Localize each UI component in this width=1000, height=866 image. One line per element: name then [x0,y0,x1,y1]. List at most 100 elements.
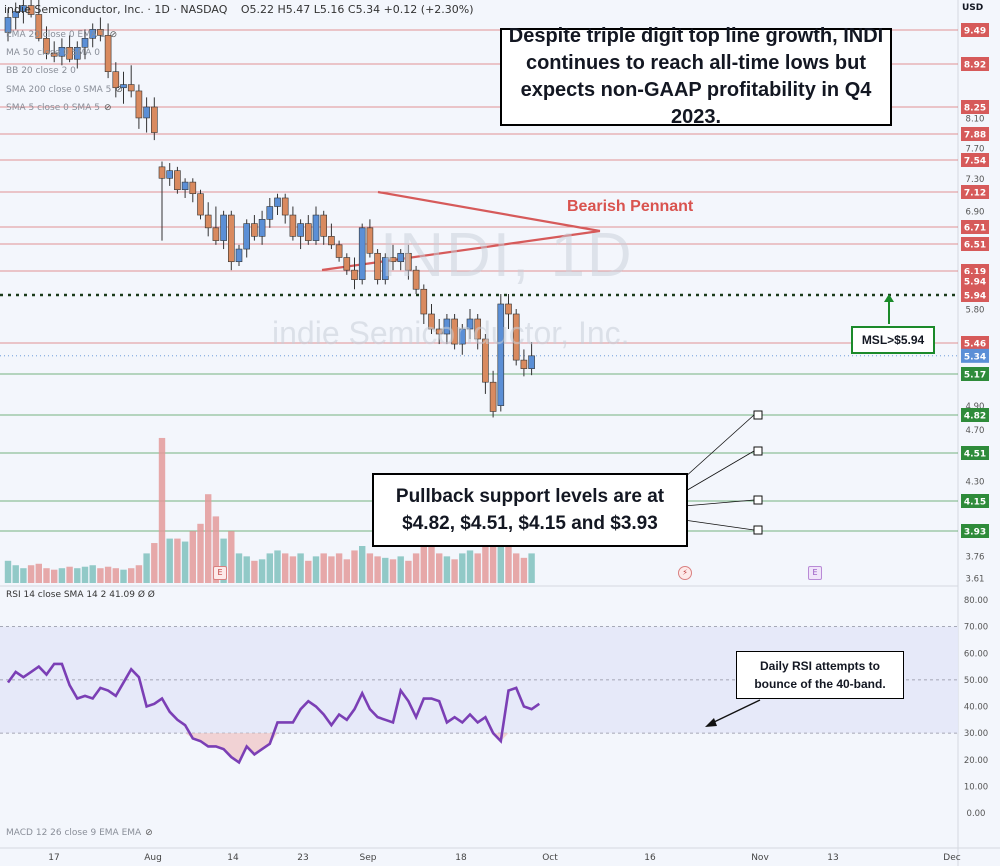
visibility-eye-icon[interactable]: ⊘ [109,30,118,40]
candle-body [127,84,135,92]
time-tick: 13 [827,853,838,863]
candle-body [212,227,220,241]
price-label-box [961,408,989,422]
volume-bar [258,559,266,583]
volume-bar [135,565,143,583]
volume-bar [289,556,297,583]
candle-body [366,227,374,254]
volume-bar [174,538,181,583]
candle-body [266,206,274,220]
price-tick: 7.70 [966,144,985,154]
symbol-title[interactable]: indie Semiconductor, Inc. · 1D · NASDAQ [4,3,228,16]
headline-line: Despite triple digit top line growth, IN… [508,25,884,47]
candle-body [174,170,181,191]
volume-bar [128,568,135,583]
watermark-symbol: INDI, 1D [380,221,634,290]
price-label-box [961,288,989,302]
indicator-item[interactable]: SMA 5 close 0 SMA 5 ⊘ [6,99,123,117]
candle-body [381,257,389,280]
candle-body [228,214,235,263]
volume-bar [520,557,528,583]
candle-body [166,170,173,179]
dividend-bolt-icon[interactable]: ⚡ [678,566,692,580]
volume-bar [320,553,327,583]
rsi-tick: 20.00 [964,756,988,766]
earnings-marker[interactable]: E [213,566,227,580]
time-axis[interactable]: 17 Aug 14 23 Sep 18 Oct 16 Nov 13 Dec [48,853,960,863]
volume-bar [312,556,320,583]
price-label-box [961,127,989,141]
support-pointer-line [683,450,755,493]
price-label: 7.12 [964,189,986,199]
rsi-header[interactable]: RSI 14 close SMA 14 2 41.09 Ø Ø [6,590,155,600]
chart-header[interactable]: indie Semiconductor, Inc. · 1D · NASDAQ … [4,3,474,16]
visibility-eye-icon[interactable]: ⊘ [115,84,123,95]
pennant-lower-line [321,229,601,272]
visibility-eye-icon[interactable]: ⊘ [145,828,153,838]
rsi-line [6,662,541,765]
volume-bar [513,553,520,583]
price-candles[interactable] [4,0,535,418]
indicator-item[interactable]: MA 50 close 0 SMA 0 [6,48,100,59]
candle-body [343,257,351,271]
price-label-box [961,524,989,538]
candle-body [412,269,420,290]
price-label: 5.17 [964,371,986,381]
rsi-note-line: bounce of the 40-band. [754,677,886,691]
candle-body [281,197,289,216]
price-axis[interactable]: 9.49 8.92 8.258.10 7.88 7.70 7.54 7.30 7.12 6.90… [961,23,989,585]
volume-bar [397,556,404,583]
macd-header[interactable]: MACD 12 26 close 9 EMA EMA ⊘ [6,828,153,838]
volume-bar [489,531,497,583]
time-tick: Nov [751,853,769,863]
indicator-item[interactable]: BB 20 close 2 0 [6,66,76,77]
volume-bar [197,523,204,583]
volume-bar [104,566,112,583]
volume-bar [66,566,73,583]
candle-body [512,313,520,361]
candle-body [289,214,297,237]
volume-bar [158,437,166,583]
price-label: 3.93 [964,528,986,538]
time-tick: 14 [227,853,239,863]
candle-body [420,288,428,315]
visibility-eye-icon[interactable]: ⊘ [103,102,112,113]
volume-bar [143,553,150,583]
headline-line: expects non-GAAP profitability in Q4 202… [520,79,872,128]
volume-bar [466,550,474,583]
support-pointer-square [753,495,763,505]
volume-bar [366,553,374,583]
indicator-item[interactable]: EMA 20 close 0 EMA 1 ⊘ [6,26,123,44]
candle-body [143,106,150,119]
volume-bar [297,553,304,583]
time-tick: 18 [455,853,467,863]
indicator-item[interactable]: SMA 200 close 0 SMA 5 ⊘ [6,81,123,99]
candle-body [435,328,443,335]
candle-body [328,236,335,246]
volume-bar [12,565,19,583]
rsi-oversold-fill [185,733,509,763]
candle-body [528,355,535,369]
volume-bar [451,559,458,583]
candle-body [135,90,143,119]
price-label-box [961,57,989,71]
price-label: 7.54 [964,157,986,167]
candle-body [474,318,482,340]
price-label: 7.88 [964,131,986,141]
candle-body [204,214,212,229]
candle-body [374,252,381,280]
price-label-box [961,23,989,37]
earnings-marker-upcoming[interactable]: E [808,566,822,580]
rsi-tick: 50.00 [964,676,988,686]
currency-label[interactable]: USD [962,3,984,13]
price-tick: 3.61 [966,575,985,585]
support-pointer-square [753,525,763,535]
candle-body [351,269,358,280]
price-label-box [961,348,989,363]
candle-body [312,214,320,241]
candle-body [443,318,451,335]
rsi-tick: 0.00 [967,809,986,819]
volume-bar [505,546,512,583]
price-label: 5.46 [964,340,986,350]
